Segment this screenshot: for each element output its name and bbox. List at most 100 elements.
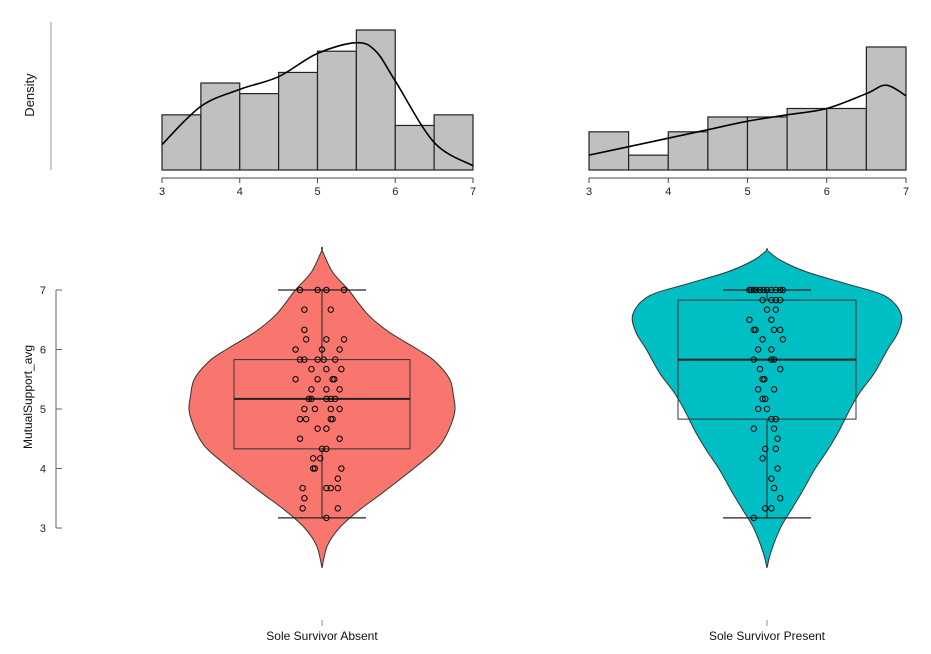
data-point xyxy=(772,306,779,313)
data-point xyxy=(768,316,775,323)
data-point xyxy=(774,465,781,472)
data-point xyxy=(759,336,766,343)
data-point xyxy=(750,286,757,294)
data-point xyxy=(768,415,775,423)
data-point xyxy=(750,326,757,334)
data-point xyxy=(331,376,338,383)
data-point xyxy=(323,395,330,403)
histogram-x-tick-label: 4 xyxy=(237,186,243,198)
data-point xyxy=(750,356,757,363)
data-point xyxy=(334,484,342,492)
data-point xyxy=(323,484,330,492)
data-point xyxy=(308,395,315,403)
data-point xyxy=(323,336,330,343)
data-point xyxy=(301,306,308,313)
data-point xyxy=(327,484,334,492)
data-point xyxy=(336,405,343,413)
histogram-panels: 3 4 5 6 7 3 4 5 6 7 xyxy=(50,22,909,198)
data-point xyxy=(323,514,330,522)
histogram-x-tick-label: 7 xyxy=(903,186,909,198)
data-point xyxy=(292,346,299,353)
y-axis-tick-label: 4 xyxy=(40,464,46,476)
category-label-absent: Sole Survivor Absent xyxy=(266,629,378,643)
data-point xyxy=(323,386,330,393)
data-point xyxy=(750,514,757,522)
data-point xyxy=(317,455,324,462)
data-point xyxy=(308,365,315,373)
data-point xyxy=(770,386,778,393)
data-point xyxy=(311,465,319,472)
data-point xyxy=(336,435,343,442)
data-point xyxy=(296,286,304,294)
histogram-bar xyxy=(316,50,357,171)
data-point xyxy=(770,425,778,432)
data-point xyxy=(296,435,304,442)
histogram-bar xyxy=(588,131,630,171)
data-point xyxy=(302,415,310,423)
data-point xyxy=(323,445,330,453)
data-point xyxy=(318,445,326,453)
data-point xyxy=(340,336,348,343)
y-axis-tick-label: 3 xyxy=(40,523,46,535)
data-point xyxy=(334,505,342,512)
data-point xyxy=(763,405,771,413)
data-point xyxy=(761,376,768,383)
data-point xyxy=(779,286,787,294)
data-point xyxy=(777,495,784,502)
histogram-bar xyxy=(628,154,669,171)
y-axis-title: MutualSupport_avg xyxy=(21,345,35,449)
data-point xyxy=(327,415,334,423)
data-point xyxy=(338,465,345,472)
box-iqr xyxy=(233,359,411,450)
data-point xyxy=(305,395,312,403)
data-point xyxy=(327,405,334,413)
data-point xyxy=(314,356,321,363)
density-curve xyxy=(588,84,907,156)
data-point xyxy=(768,356,775,363)
data-point xyxy=(329,415,336,423)
histogram-bar xyxy=(239,93,280,171)
data-point xyxy=(770,484,778,492)
data-point xyxy=(327,395,334,403)
data-point xyxy=(760,286,767,294)
data-point xyxy=(752,326,759,334)
histogram-bar xyxy=(394,124,435,171)
violin-group-absent xyxy=(188,246,456,626)
data-point xyxy=(323,365,330,373)
data-point xyxy=(302,336,310,343)
histogram-absent: 3 4 5 6 7 xyxy=(159,29,476,198)
data-point xyxy=(774,435,781,442)
data-point xyxy=(301,356,308,363)
data-point xyxy=(329,376,336,383)
data-point xyxy=(334,475,342,482)
histogram-x-tick-label: 5 xyxy=(314,186,320,198)
histogram-x-tick-label: 4 xyxy=(665,186,671,198)
data-point xyxy=(323,425,330,432)
data-point xyxy=(777,365,784,373)
histogram-bar xyxy=(200,82,241,171)
histogram-x-tick-label: 3 xyxy=(159,186,165,198)
data-point xyxy=(336,346,343,353)
violin-panel: 3 4 5 6 7 xyxy=(40,246,903,626)
data-point xyxy=(314,376,321,383)
histogram-x-tick-label: 7 xyxy=(470,186,476,198)
data-point xyxy=(301,405,308,413)
histogram-bar xyxy=(355,29,396,171)
violin-shape xyxy=(631,248,903,568)
data-point xyxy=(768,346,775,353)
histogram-bar xyxy=(865,46,907,171)
histogram-x-tick-label: 6 xyxy=(392,186,398,198)
data-point xyxy=(332,356,339,363)
data-point xyxy=(311,405,319,413)
data-point xyxy=(759,395,766,403)
data-point xyxy=(759,376,766,383)
data-point xyxy=(310,455,317,462)
data-point xyxy=(327,306,334,313)
data-point xyxy=(753,286,760,294)
histogram-bar xyxy=(826,107,867,171)
data-point xyxy=(768,286,775,294)
data-point xyxy=(759,455,766,462)
histogram-bar xyxy=(433,114,474,171)
